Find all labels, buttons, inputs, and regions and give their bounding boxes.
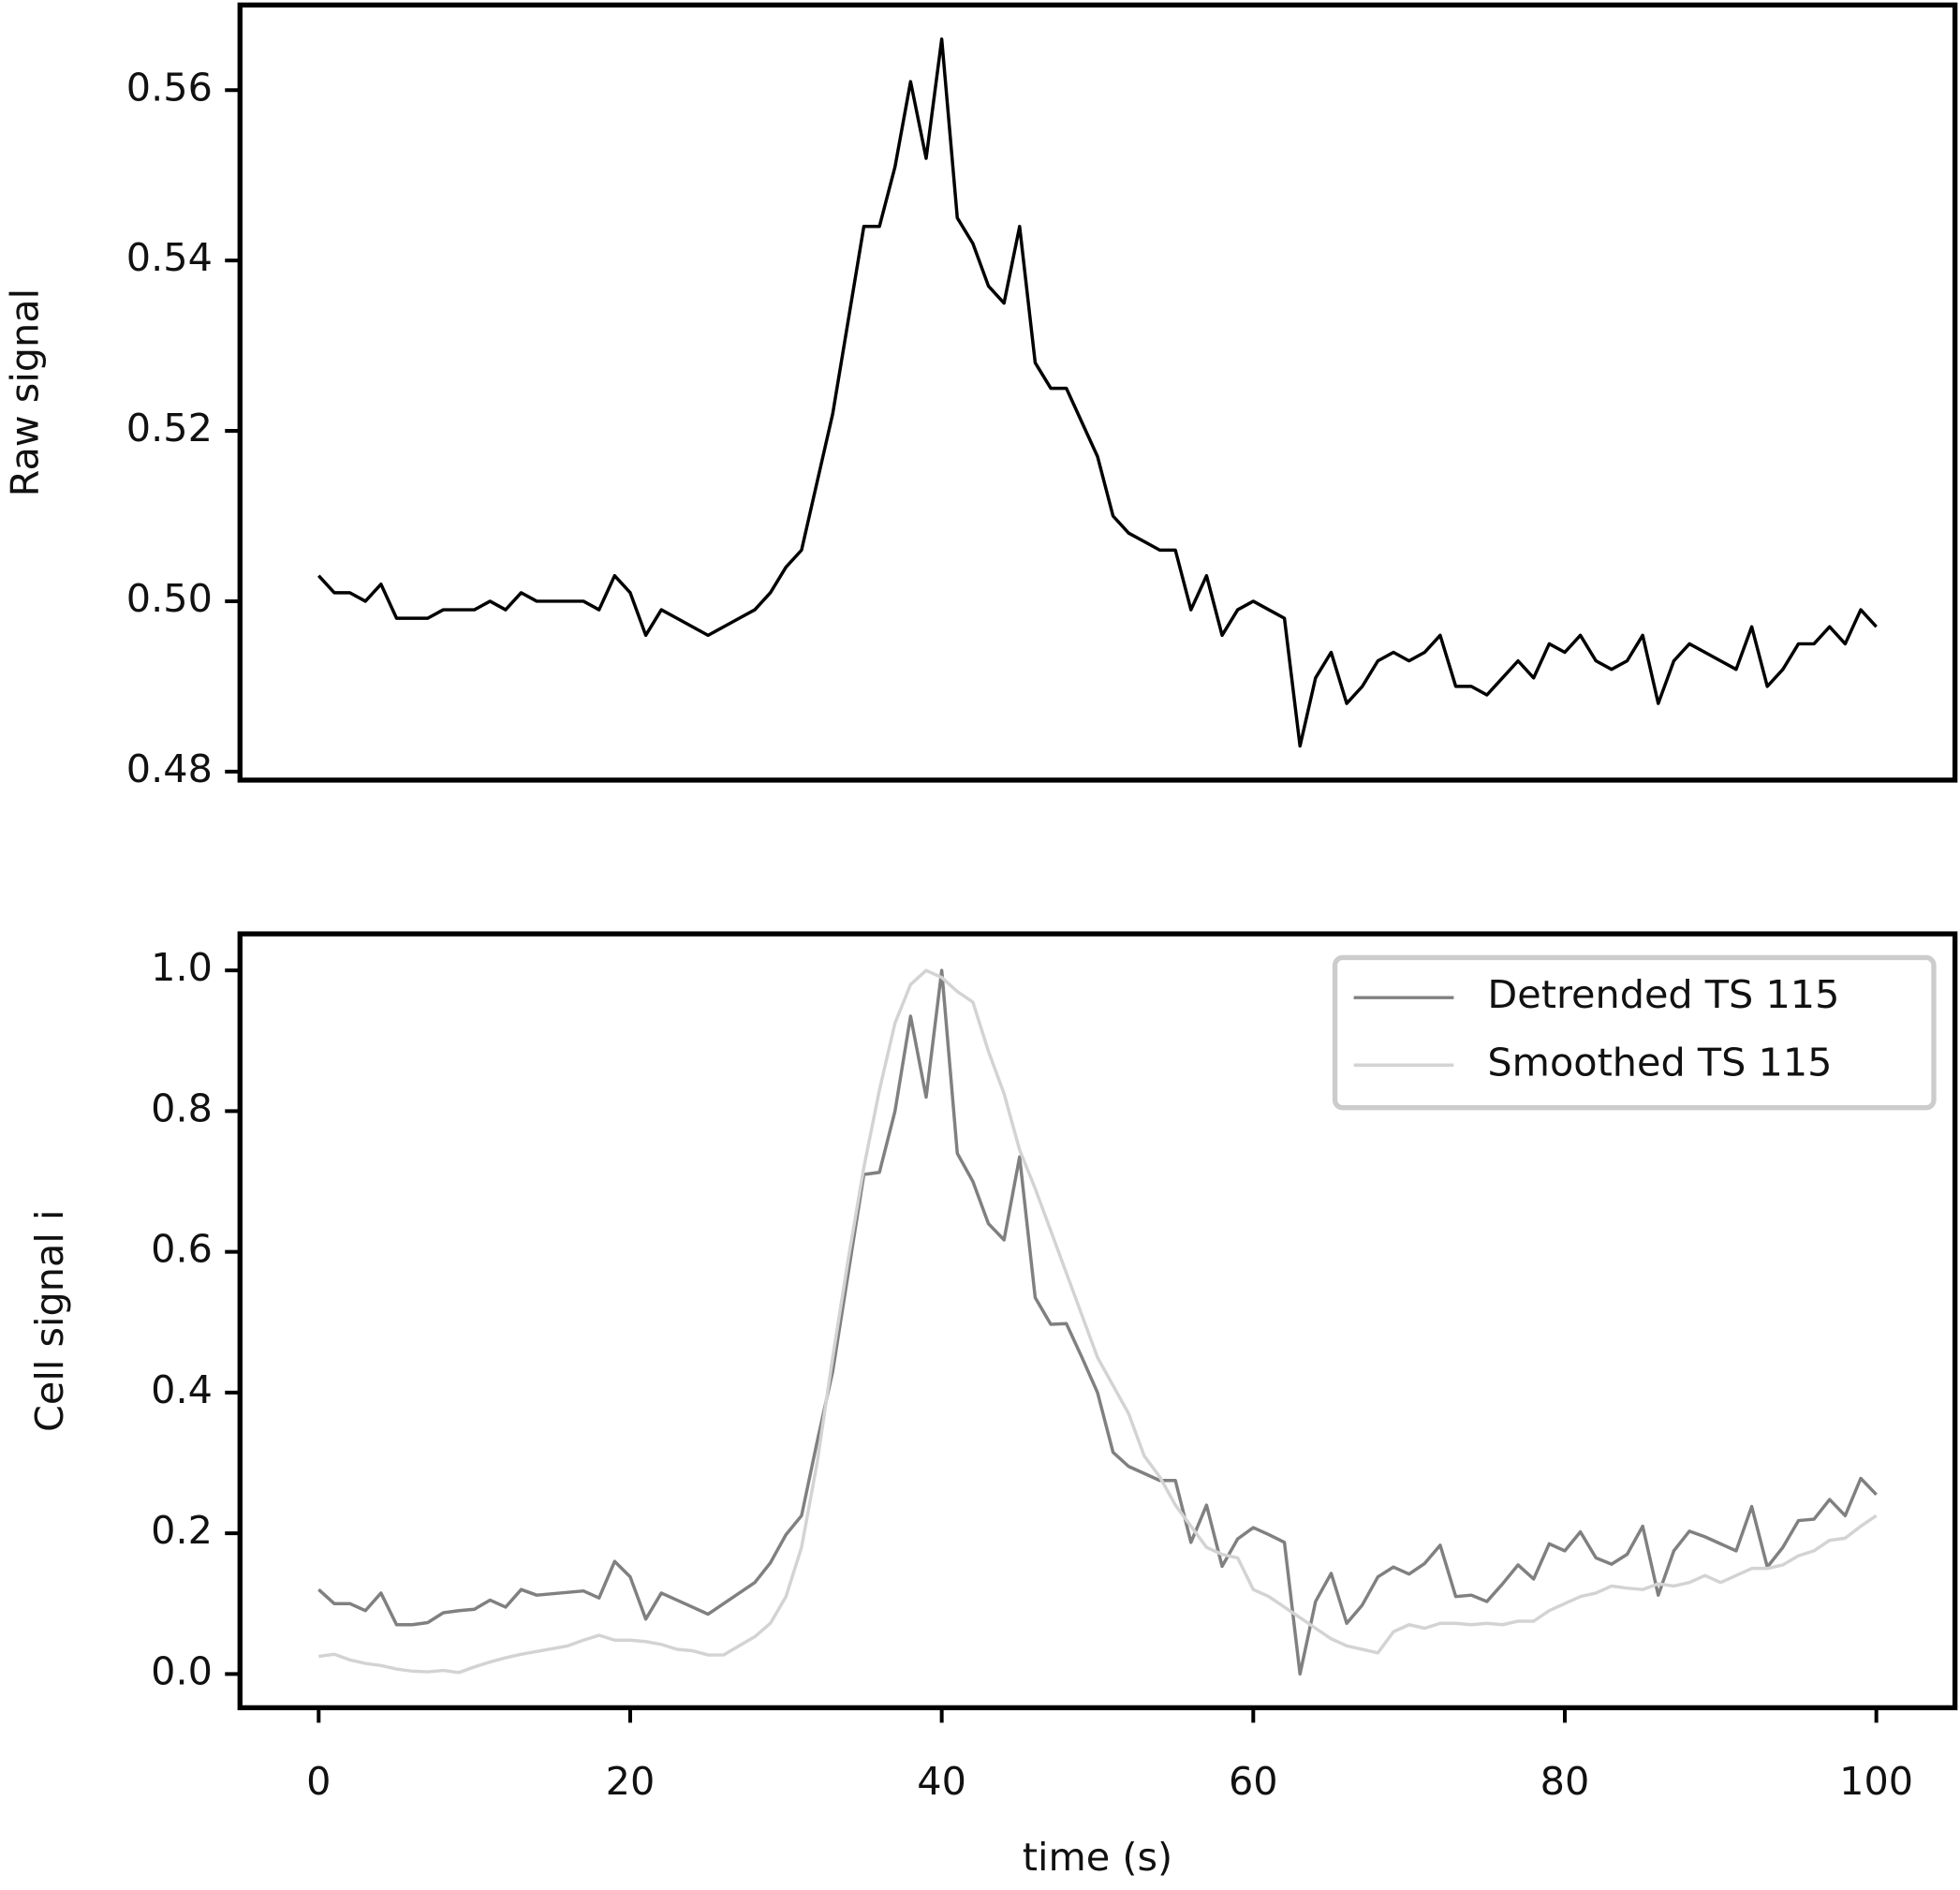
y-tick-label: 0.6 [151,1227,213,1272]
y-tick-label: 0.54 [126,235,213,280]
x-tick-label: 100 [1839,1759,1913,1804]
line-series [318,968,1878,1675]
x-axis-label: time (s) [1023,1835,1172,1880]
x-tick-label: 40 [917,1759,966,1804]
y-tick-label: 0.4 [151,1367,213,1412]
line-series [317,37,1878,748]
y-tick-label: 0.50 [126,576,213,621]
y-tick-label: 0.8 [151,1085,213,1130]
legend-label: Detrended TS 115 [1487,972,1839,1017]
y-tick-label: 0.48 [126,746,213,791]
plot-frame [237,931,1958,1711]
line-series [317,968,1878,1676]
x-tick-label: 0 [306,1759,331,1804]
legend: Detrended TS 115 Smoothed TS 115 [1332,954,1937,1111]
y-axis-label: Cell signal i [27,1210,72,1432]
y-tick-label: 0.0 [151,1648,213,1693]
y-tick-label: 1.0 [151,945,213,990]
x-tick-label: 80 [1540,1759,1590,1804]
x-tick-label: 20 [606,1759,656,1804]
y-axis-label: Raw signal [2,288,47,497]
y-tick-label: 0.56 [126,65,213,110]
y-tick-label: 0.52 [126,406,213,450]
legend-label: Smoothed TS 115 [1487,1040,1832,1085]
legend-box [1332,954,1937,1111]
plot-frame [237,2,1958,783]
y-tick-label: 0.2 [151,1508,213,1553]
x-tick-label: 60 [1229,1759,1278,1804]
